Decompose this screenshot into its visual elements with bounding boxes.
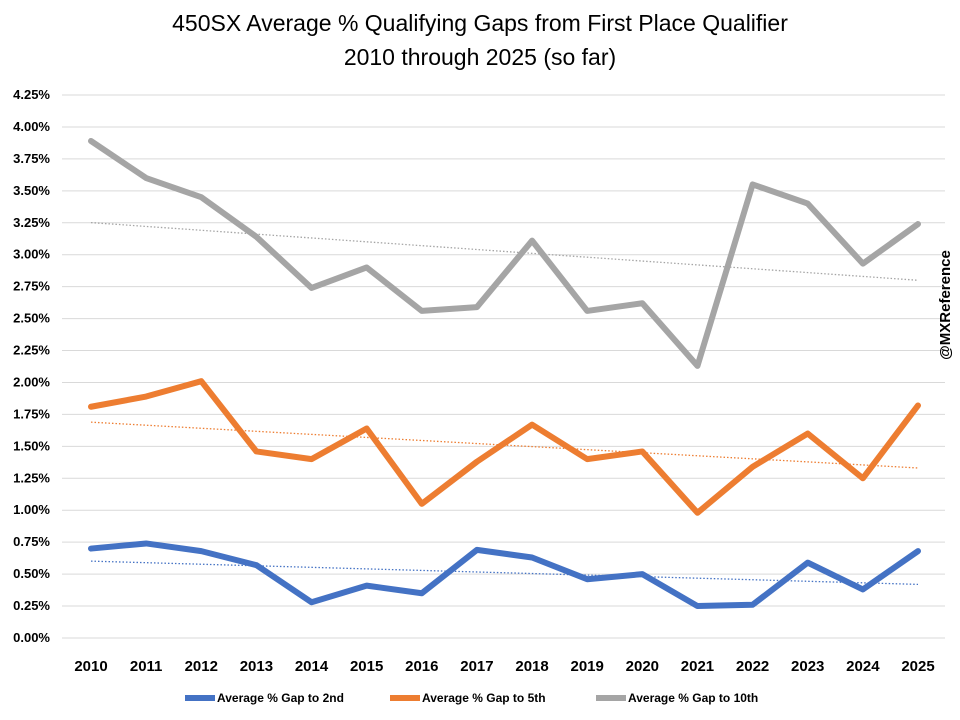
chart-subtitle: 2010 through 2025 (so far)	[343, 44, 617, 70]
y-tick-label: 3.25%	[13, 215, 50, 230]
trendline-3	[90, 221, 919, 281]
y-tick-label: 1.75%	[13, 406, 50, 421]
x-tick-label: 2012	[185, 658, 218, 675]
trendline-1	[90, 560, 919, 586]
x-tick-label: 2022	[736, 658, 769, 675]
x-tick-label: 2013	[240, 658, 273, 675]
y-tick-label: 2.50%	[13, 311, 50, 326]
y-tick-label: 3.50%	[13, 183, 50, 198]
y-tick-label: 3.00%	[13, 247, 50, 262]
x-tick-label: 2025	[901, 658, 934, 675]
x-tick-label: 2017	[460, 658, 493, 675]
x-tick-label: 2016	[405, 658, 438, 675]
y-tick-label: 0.00%	[13, 630, 50, 645]
legend-label: Average % Gap to 5th	[422, 691, 546, 705]
x-tick-label: 2019	[571, 658, 604, 675]
y-tick-label: 0.25%	[13, 598, 50, 613]
y-tick-label: 1.50%	[13, 438, 50, 453]
x-tick-label: 2021	[681, 658, 714, 675]
y-tick-label: 1.25%	[13, 470, 50, 485]
y-tick-label: 0.75%	[13, 534, 50, 549]
x-tick-label: 2010	[74, 658, 107, 675]
legend-label: Average % Gap to 2nd	[217, 691, 344, 705]
y-tick-label: 3.75%	[13, 151, 50, 166]
series-line-2	[88, 378, 921, 516]
x-tick-label: 2023	[791, 658, 824, 675]
x-tick-label: 2014	[295, 658, 329, 675]
x-tick-label: 2015	[350, 658, 383, 675]
series-line-1	[88, 540, 921, 610]
y-tick-label: 2.25%	[13, 343, 50, 358]
y-tick-label: 1.00%	[13, 502, 50, 517]
y-tick-label: 2.75%	[13, 279, 50, 294]
y-tick-label: 0.50%	[13, 566, 50, 581]
x-tick-label: 2018	[515, 658, 548, 675]
x-tick-label: 2011	[130, 658, 163, 675]
series-line-3	[88, 137, 921, 369]
watermark: @MXReference	[937, 250, 954, 360]
x-tick-label: 2020	[626, 658, 659, 675]
y-tick-label: 2.00%	[13, 374, 50, 389]
legend-label: Average % Gap to 10th	[628, 691, 758, 705]
x-tick-label: 2024	[846, 658, 880, 675]
y-tick-label: 4.00%	[13, 119, 50, 134]
y-tick-label: 4.25%	[13, 87, 50, 102]
chart-title: 450SX Average % Qualifying Gaps from Fir…	[172, 10, 788, 36]
